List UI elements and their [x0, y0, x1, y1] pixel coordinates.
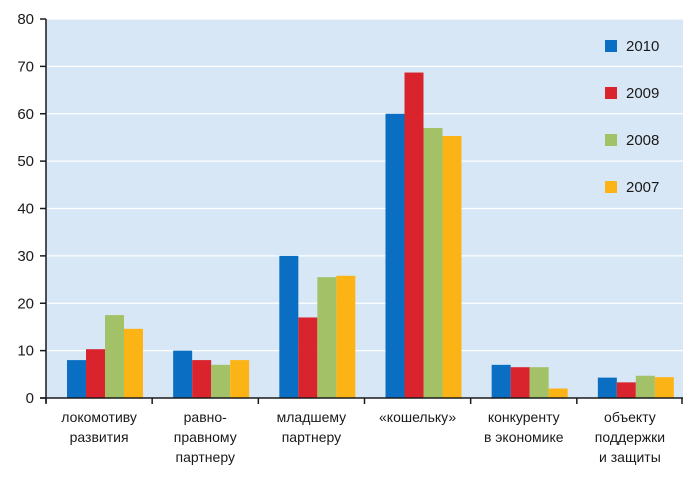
- bar: [336, 275, 356, 398]
- axes: [40, 18, 683, 404]
- legend-swatch: [605, 40, 617, 52]
- bar: [510, 367, 530, 398]
- legend-swatch: [605, 134, 617, 146]
- category-label: конкуренту в экономике: [484, 409, 564, 445]
- category-label: «кошельку»: [379, 409, 456, 425]
- category-label: объекту поддержки и защиты: [595, 409, 665, 465]
- y-tick-label: 70: [17, 58, 34, 75]
- legend-label: 2007: [626, 179, 659, 196]
- bar: [404, 72, 424, 398]
- y-tick-labels: 0 10 20 30 40 50 60 70 80: [17, 11, 34, 407]
- y-tick-label: 10: [17, 343, 34, 360]
- legend-swatch: [605, 87, 617, 99]
- y-tick-label: 80: [17, 11, 34, 28]
- y-tick-label: 50: [17, 153, 34, 170]
- bar: [635, 375, 655, 398]
- bars: [67, 72, 674, 399]
- y-tick-label: 20: [17, 295, 34, 312]
- legend-label: 2008: [626, 132, 659, 149]
- bar: [124, 328, 143, 398]
- bar: [597, 377, 617, 398]
- bar: [385, 113, 405, 398]
- bar: [67, 360, 86, 398]
- y-tick-label: 40: [17, 201, 34, 218]
- bar: [423, 127, 443, 399]
- x-category-labels: локомотиву развития равно-правному партнеру…: [61, 409, 665, 465]
- bar: [491, 364, 511, 398]
- legend-swatch: [605, 181, 617, 193]
- bar: [86, 349, 105, 398]
- y-tick-label: 0: [26, 390, 34, 407]
- bar: [298, 317, 318, 398]
- bar: [230, 360, 250, 398]
- bar: [529, 367, 549, 398]
- bar: [654, 377, 674, 398]
- bar: [192, 360, 212, 398]
- category-label: младшему партнеру: [277, 409, 347, 445]
- y-tick-label: 60: [17, 106, 34, 123]
- gridlines: [46, 18, 683, 352]
- legend-label: 2009: [626, 85, 659, 102]
- bar: [616, 382, 636, 398]
- bar: [279, 255, 299, 398]
- legend: 2010 2009 2008 2007: [605, 38, 659, 196]
- bar: [211, 364, 231, 398]
- bar: [442, 136, 462, 399]
- bar: [173, 350, 193, 398]
- y-tick-label: 30: [17, 248, 34, 265]
- bar: [105, 315, 124, 398]
- category-label: равно-правному партнеру: [174, 409, 237, 465]
- legend-label: 2010: [626, 38, 659, 55]
- bar: [317, 277, 337, 398]
- bar: [548, 388, 568, 398]
- category-label: локомотиву развития: [61, 409, 137, 445]
